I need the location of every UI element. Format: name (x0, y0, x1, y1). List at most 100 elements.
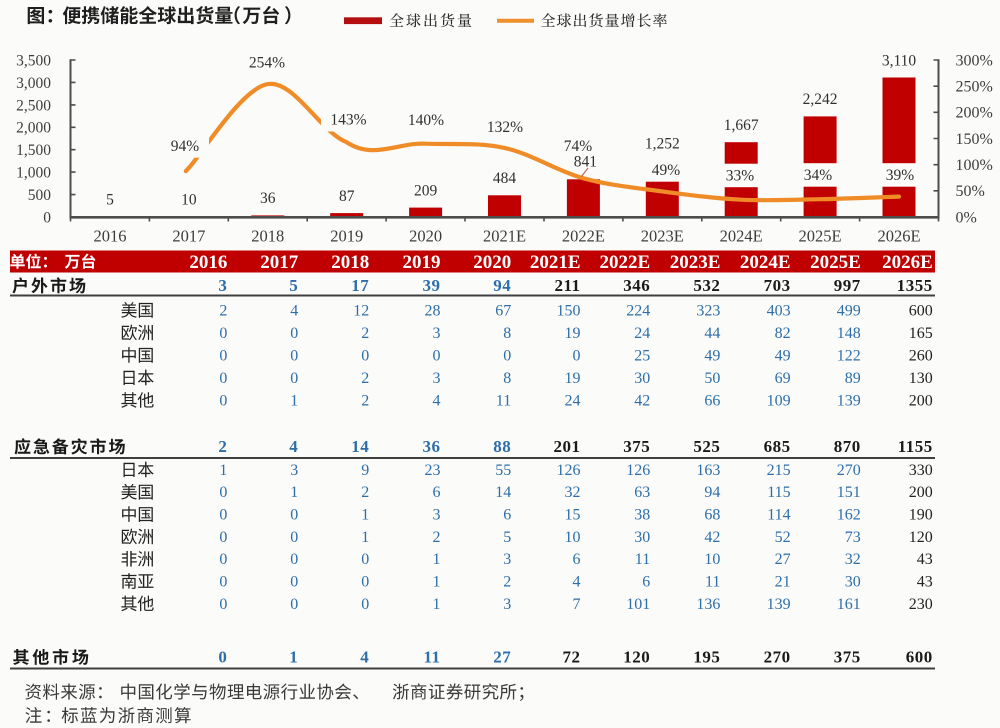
svg-text:63: 63 (634, 484, 650, 501)
svg-text:120: 120 (623, 648, 650, 667)
svg-text:200%: 200% (956, 105, 993, 122)
svg-text:2022E: 2022E (600, 252, 651, 273)
svg-text:499: 499 (837, 302, 861, 319)
svg-text:3: 3 (290, 462, 298, 479)
svg-text:260: 260 (909, 347, 933, 364)
svg-text:1: 1 (290, 484, 298, 501)
svg-text:0: 0 (219, 325, 227, 342)
svg-text:6: 6 (503, 507, 511, 524)
svg-text:1: 1 (433, 596, 441, 613)
svg-text:6: 6 (642, 574, 650, 591)
svg-text:2017: 2017 (260, 252, 299, 273)
svg-text:3: 3 (433, 507, 441, 524)
svg-text:997: 997 (834, 276, 861, 295)
svg-text:2: 2 (503, 574, 511, 591)
svg-text:2023E: 2023E (641, 227, 684, 246)
svg-text:139: 139 (837, 392, 861, 409)
svg-text:88: 88 (493, 437, 511, 456)
svg-text:2: 2 (361, 370, 369, 387)
svg-text:27: 27 (775, 551, 791, 568)
svg-text:38: 38 (634, 507, 650, 524)
svg-text:10: 10 (181, 191, 197, 208)
svg-text:4: 4 (290, 302, 298, 319)
svg-text:2: 2 (219, 302, 227, 319)
svg-text:0: 0 (219, 574, 227, 591)
svg-text:4: 4 (360, 648, 369, 667)
svg-text:3,110: 3,110 (882, 52, 917, 69)
svg-text:163: 163 (696, 462, 720, 479)
svg-text:87: 87 (339, 188, 355, 205)
svg-text:9: 9 (361, 462, 369, 479)
svg-text:2024E: 2024E (720, 227, 763, 246)
svg-text:0: 0 (361, 574, 369, 591)
svg-text:5: 5 (106, 192, 114, 209)
svg-text:0: 0 (219, 596, 227, 613)
svg-text:4: 4 (289, 437, 298, 456)
svg-text:11: 11 (423, 648, 440, 667)
svg-text:0: 0 (290, 551, 298, 568)
svg-text:73: 73 (845, 529, 861, 546)
svg-text:32: 32 (565, 484, 581, 501)
svg-text:1: 1 (433, 574, 441, 591)
svg-text:2026E: 2026E (877, 227, 920, 246)
svg-text:0: 0 (361, 347, 369, 364)
svg-text:1,000: 1,000 (16, 165, 51, 182)
svg-text:500: 500 (28, 187, 52, 204)
svg-text:12: 12 (353, 302, 369, 319)
svg-text:11: 11 (635, 551, 650, 568)
svg-text:5: 5 (503, 529, 511, 546)
svg-text:300%: 300% (956, 52, 993, 69)
svg-text:23: 23 (425, 462, 441, 479)
svg-text:55: 55 (495, 462, 511, 479)
svg-text:49: 49 (704, 347, 720, 364)
svg-text:2: 2 (433, 529, 441, 546)
svg-text:43: 43 (917, 551, 933, 568)
svg-text:4: 4 (433, 392, 441, 409)
svg-text:685: 685 (764, 437, 791, 456)
svg-text:3: 3 (433, 370, 441, 387)
svg-text:14: 14 (351, 437, 369, 456)
svg-text:3: 3 (503, 551, 511, 568)
svg-text:1: 1 (290, 392, 298, 409)
svg-text:36: 36 (423, 437, 441, 456)
svg-text:2,000: 2,000 (16, 120, 51, 137)
svg-text:0: 0 (290, 596, 298, 613)
svg-text:6: 6 (433, 484, 441, 501)
svg-text:27: 27 (493, 648, 511, 667)
svg-text:2018: 2018 (251, 227, 284, 246)
svg-text:3,500: 3,500 (16, 52, 51, 69)
svg-text:0: 0 (290, 507, 298, 524)
svg-text:67: 67 (495, 302, 511, 319)
svg-text:42: 42 (704, 529, 720, 546)
svg-text:2,242: 2,242 (803, 91, 838, 108)
svg-text:3: 3 (433, 325, 441, 342)
svg-text:0: 0 (290, 347, 298, 364)
svg-text:101: 101 (626, 596, 650, 613)
svg-text:24: 24 (634, 325, 650, 342)
svg-text:2022E: 2022E (562, 227, 605, 246)
svg-text:703: 703 (764, 276, 791, 295)
svg-text:1155: 1155 (898, 437, 933, 456)
svg-text:4: 4 (573, 574, 581, 591)
svg-text:120: 120 (909, 529, 933, 546)
svg-text:49%: 49% (652, 162, 681, 179)
svg-text:841: 841 (574, 154, 597, 171)
svg-text:122: 122 (837, 347, 861, 364)
svg-text:200: 200 (909, 484, 933, 501)
svg-text:0: 0 (219, 392, 227, 409)
svg-text:7: 7 (573, 596, 581, 613)
svg-text:49: 49 (775, 347, 791, 364)
svg-text:525: 525 (693, 437, 720, 456)
svg-text:0: 0 (361, 596, 369, 613)
svg-text:0: 0 (503, 347, 511, 364)
svg-text:600: 600 (906, 648, 933, 667)
svg-text:68: 68 (704, 507, 720, 524)
svg-text:1: 1 (219, 462, 227, 479)
svg-text:250%: 250% (956, 79, 993, 96)
svg-text:25: 25 (634, 347, 650, 364)
svg-text:2020: 2020 (473, 252, 511, 273)
svg-text:24: 24 (565, 392, 581, 409)
svg-text:130: 130 (909, 370, 933, 387)
svg-text:2021E: 2021E (483, 227, 526, 246)
svg-text:126: 126 (557, 462, 581, 479)
